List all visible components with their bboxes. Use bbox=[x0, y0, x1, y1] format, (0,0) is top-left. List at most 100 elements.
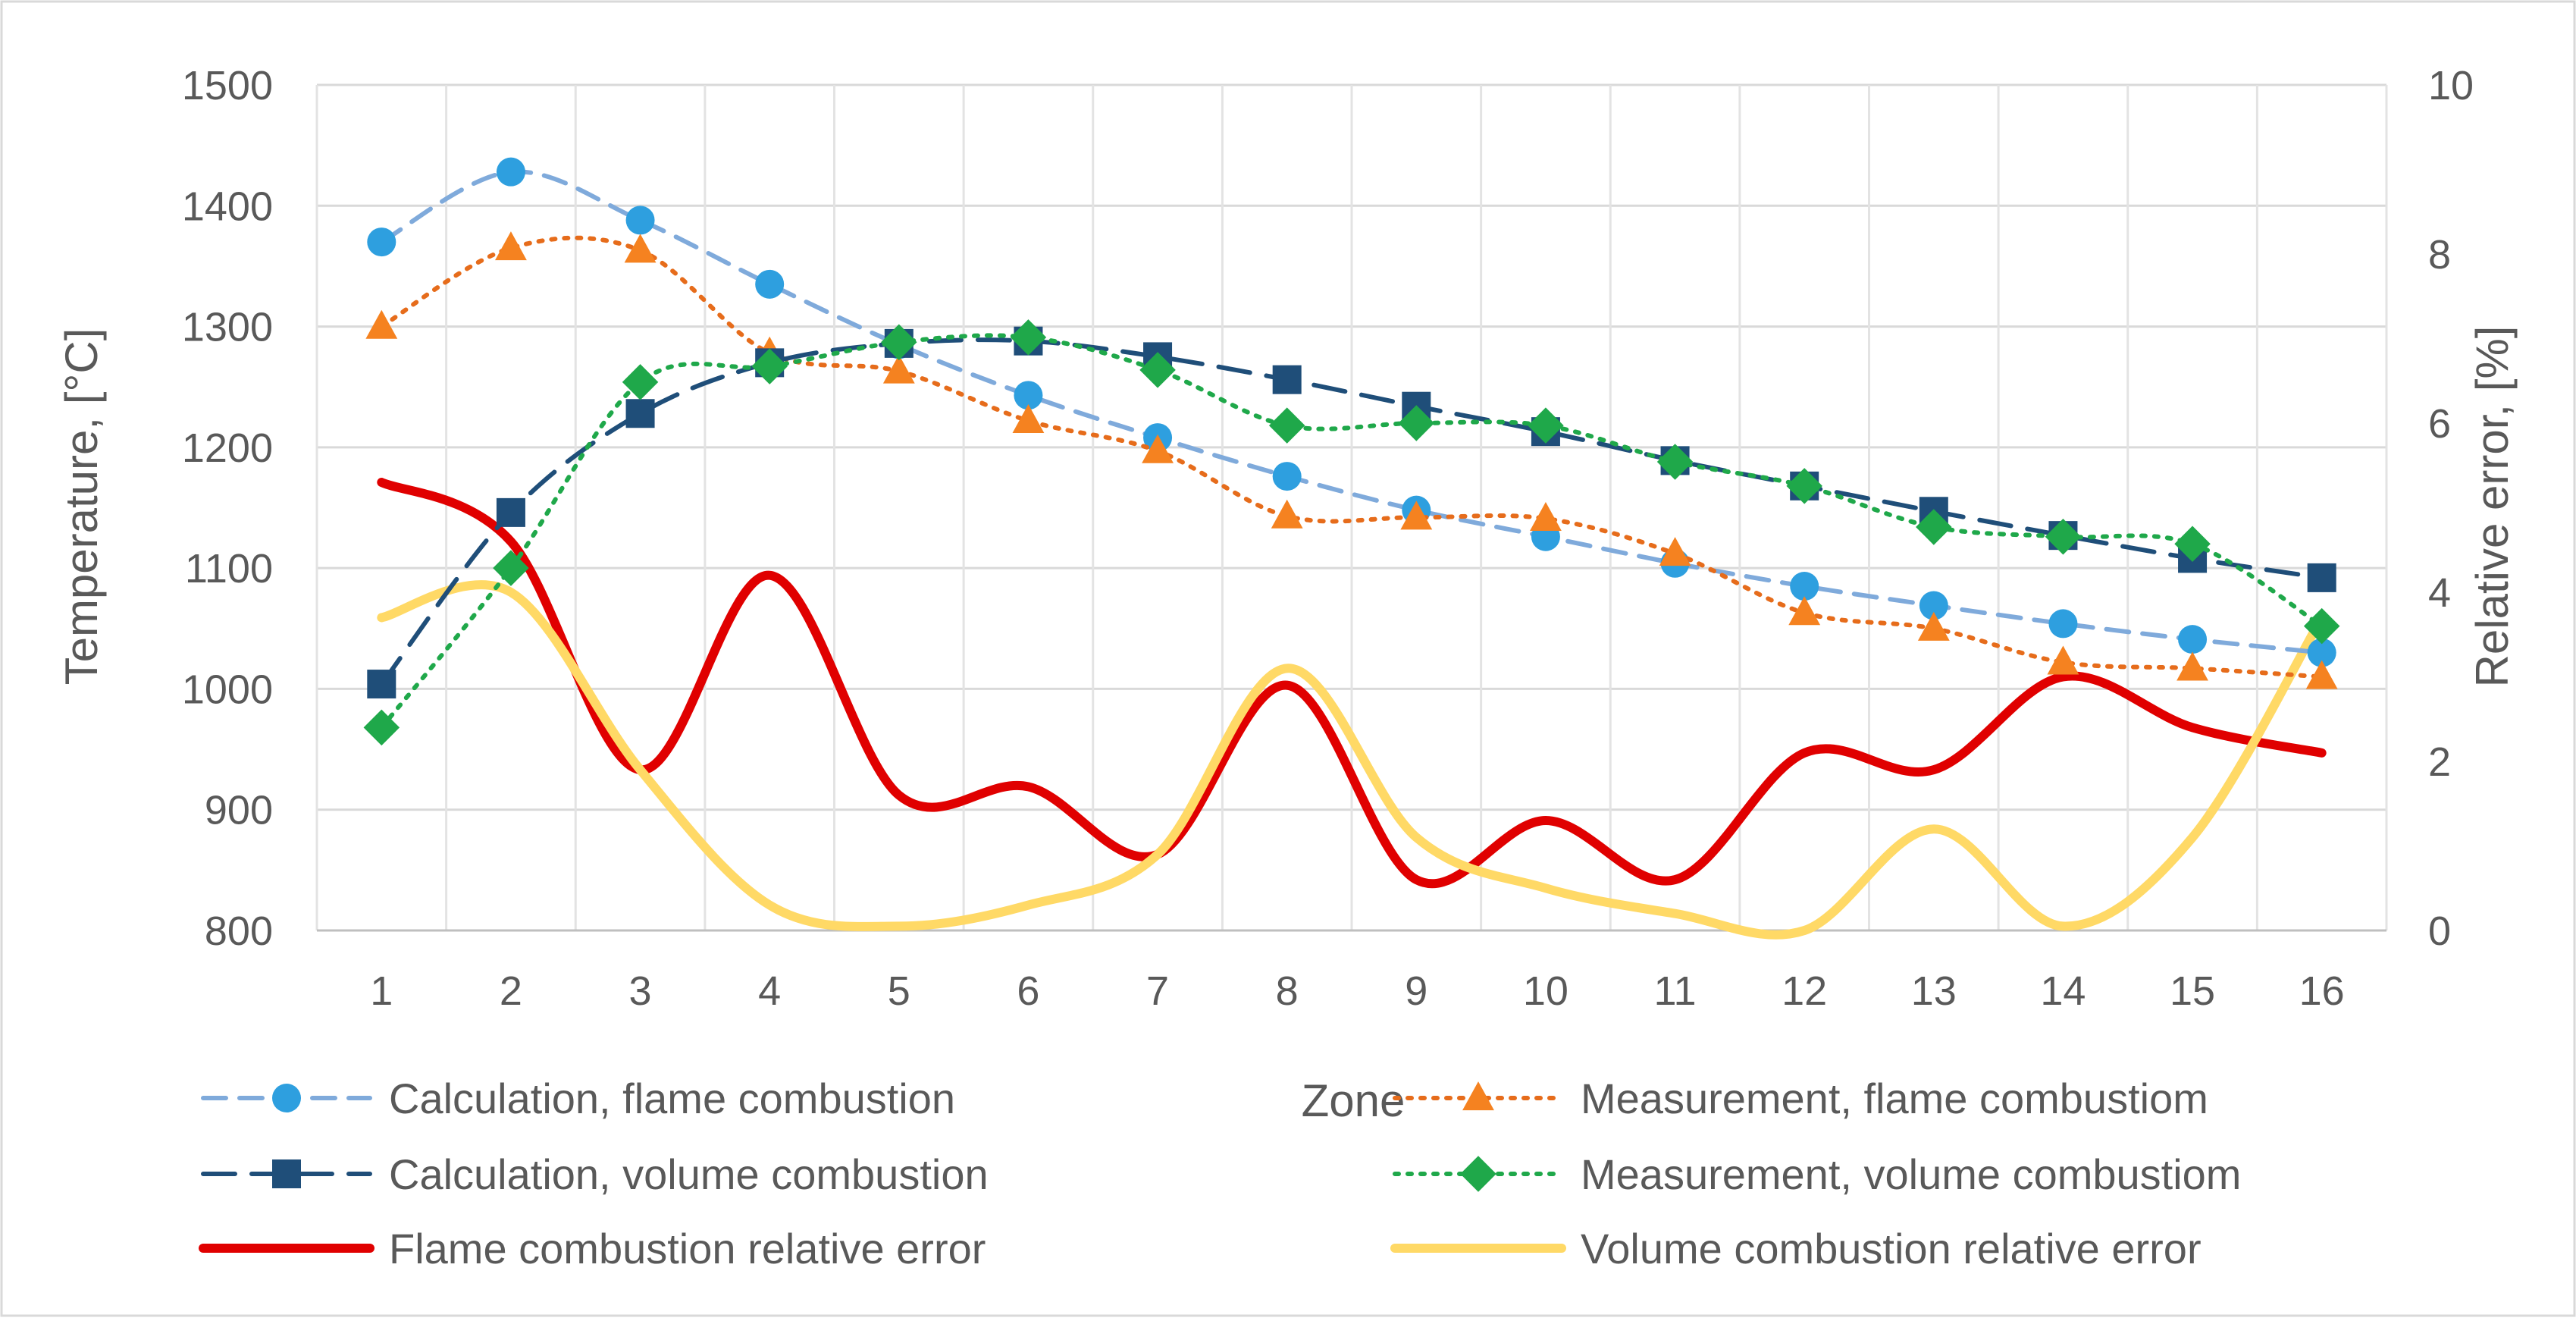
series-5 bbox=[377, 580, 2327, 940]
data-point bbox=[365, 309, 398, 339]
x-tick-label: 12 bbox=[1782, 968, 1827, 1014]
data-point bbox=[1786, 468, 1822, 504]
y-tick-label: 1000 bbox=[182, 667, 273, 712]
y2-tick-label: 2 bbox=[2428, 739, 2451, 785]
data-point bbox=[495, 231, 527, 261]
legend-label: Calculation, flame combustion bbox=[389, 1075, 955, 1122]
data-point bbox=[2048, 609, 2078, 639]
data-point bbox=[1398, 405, 1435, 441]
x-tick-label: 3 bbox=[629, 968, 652, 1014]
y-tick-label: 1500 bbox=[182, 63, 273, 108]
data-point bbox=[1400, 500, 1433, 530]
data-point bbox=[1012, 403, 1045, 433]
series-line bbox=[379, 235, 2324, 679]
data-point bbox=[1268, 407, 1305, 444]
data-point bbox=[1530, 501, 1562, 531]
y-tick-label: 1200 bbox=[182, 425, 273, 471]
legend-marker bbox=[272, 1159, 301, 1188]
series-line bbox=[379, 337, 2324, 687]
legend: Calculation, flame combustion Measurement… bbox=[199, 1075, 2241, 1272]
series-line bbox=[377, 478, 2327, 889]
data-point bbox=[367, 227, 396, 257]
y2-tick-label: 10 bbox=[2428, 63, 2474, 108]
x-tick-label: 5 bbox=[888, 968, 910, 1014]
legend-marker bbox=[1460, 1156, 1496, 1192]
data-point bbox=[1788, 596, 1821, 626]
data-point bbox=[2303, 607, 2340, 645]
data-point bbox=[2178, 625, 2208, 654]
x-axis-title: Zone bbox=[1302, 1075, 1406, 1126]
legend-marker bbox=[272, 1084, 301, 1112]
data-point bbox=[625, 399, 655, 428]
x-tick-label: 4 bbox=[758, 968, 781, 1014]
y2-tick-label: 6 bbox=[2428, 401, 2451, 447]
legend-item: Calculation, flame combustion bbox=[201, 1075, 955, 1122]
data-point bbox=[1010, 319, 1047, 356]
y2-tick-label: 8 bbox=[2428, 232, 2451, 278]
series-line bbox=[379, 333, 2324, 730]
series-line bbox=[377, 580, 2327, 940]
data-point bbox=[1139, 352, 1176, 388]
y2-tick-label: 4 bbox=[2428, 570, 2451, 616]
data-point bbox=[1916, 509, 1952, 545]
data-point bbox=[493, 550, 529, 586]
data-point bbox=[882, 354, 915, 384]
data-point bbox=[2307, 638, 2336, 667]
series-3 bbox=[363, 319, 2340, 746]
legend-label: Volume combustion relative error bbox=[1581, 1225, 2202, 1272]
x-tick-label: 1 bbox=[370, 968, 393, 1014]
y-tick-label: 1400 bbox=[182, 184, 273, 229]
data-point bbox=[367, 670, 396, 699]
data-point bbox=[2045, 518, 2082, 555]
data-point bbox=[1790, 572, 1819, 601]
legend-item: Flame combustion relative error bbox=[199, 1225, 986, 1272]
data-point bbox=[622, 364, 659, 400]
x-tick-label: 13 bbox=[1911, 968, 1957, 1014]
data-point bbox=[2174, 526, 2211, 563]
x-tick-label: 6 bbox=[1017, 968, 1039, 1014]
legend-label: Measurement, volume combustiom bbox=[1581, 1150, 2241, 1198]
legend-item: Measurement, volume combustiom bbox=[1393, 1150, 2241, 1198]
series-4 bbox=[377, 478, 2327, 889]
legend-label: Measurement, flame combustiom bbox=[1581, 1075, 2208, 1122]
y-tick-label: 1100 bbox=[185, 546, 273, 591]
data-point bbox=[1272, 462, 1302, 491]
x-tick-label: 9 bbox=[1405, 968, 1427, 1014]
x-tick-label: 11 bbox=[1654, 968, 1697, 1014]
data-point bbox=[881, 324, 917, 361]
legend-label: Calculation, volume combustion bbox=[389, 1150, 989, 1198]
data-point bbox=[1919, 591, 1948, 620]
legend-item: Measurement, flame combustiom bbox=[1393, 1075, 2208, 1122]
data-point bbox=[2176, 651, 2208, 681]
data-point bbox=[1917, 611, 1950, 641]
data-point bbox=[2305, 660, 2338, 689]
series-layer bbox=[363, 157, 2340, 940]
data-point bbox=[625, 206, 655, 235]
x-tick-label: 14 bbox=[2040, 968, 2086, 1014]
data-point bbox=[2047, 645, 2079, 675]
data-point bbox=[1656, 444, 1694, 480]
y-tick-label: 800 bbox=[205, 908, 273, 954]
x-tick-label: 2 bbox=[500, 968, 522, 1014]
x-tick-label: 10 bbox=[1523, 968, 1568, 1014]
y-axis-title: Temperature, [°C] bbox=[56, 328, 107, 686]
grid bbox=[315, 83, 2388, 932]
legend-label: Flame combustion relative error bbox=[389, 1225, 986, 1272]
data-point bbox=[1014, 381, 1043, 410]
data-point bbox=[1271, 499, 1303, 529]
legend-marker bbox=[1462, 1081, 1494, 1111]
data-point bbox=[363, 709, 400, 746]
data-point bbox=[496, 497, 525, 527]
y2-tick-label: 0 bbox=[2428, 908, 2451, 954]
data-point bbox=[2307, 563, 2336, 592]
legend-item: Volume combustion relative error bbox=[1390, 1225, 2202, 1272]
y2-axis-title: Relative error, [%] bbox=[2467, 326, 2518, 688]
data-point bbox=[755, 269, 785, 299]
data-point bbox=[1659, 537, 1691, 566]
legend-item: Calculation, volume combustion bbox=[201, 1150, 989, 1198]
x-tick-label: 15 bbox=[2170, 968, 2215, 1014]
